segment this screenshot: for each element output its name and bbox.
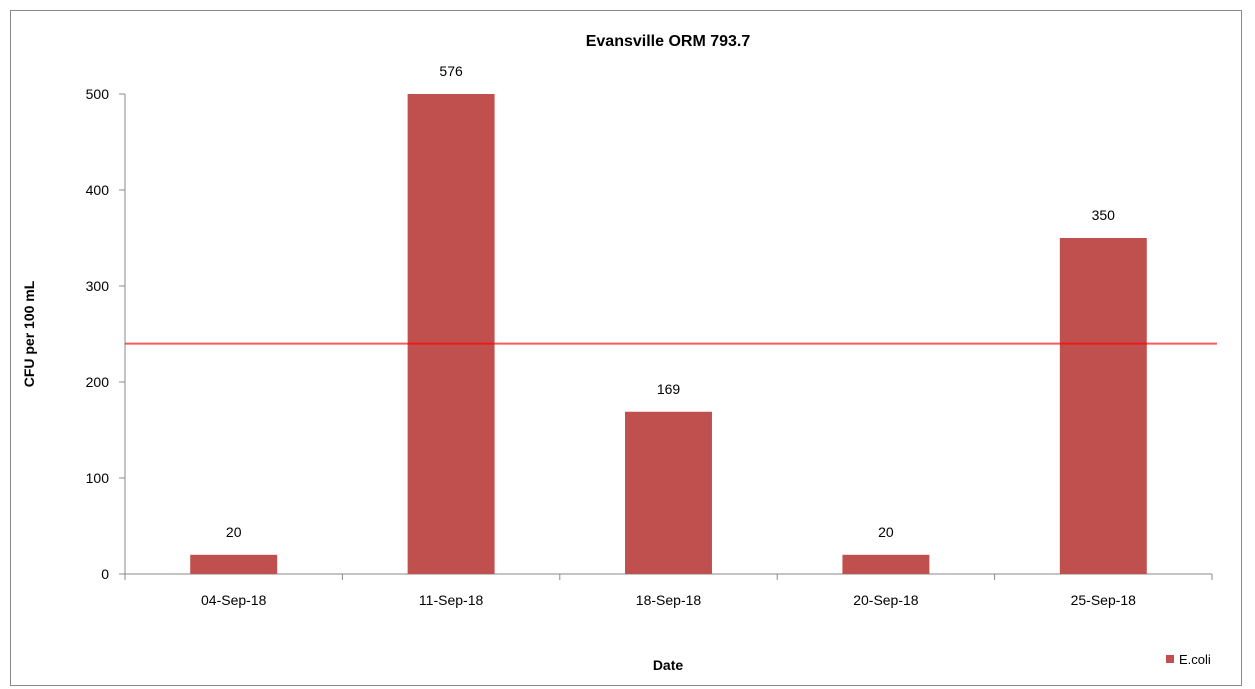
data-label: 576 xyxy=(439,63,463,79)
x-tick-label: 11-Sep-18 xyxy=(419,592,484,608)
chart-title: Evansville ORM 793.7 xyxy=(586,33,751,50)
x-tick-label: 18-Sep-18 xyxy=(636,592,702,608)
bar-25-Sep-18 xyxy=(1059,238,1147,574)
x-tick-label: 04-Sep-18 xyxy=(201,592,267,608)
legend: E.coli xyxy=(1166,652,1211,667)
x-tick-label: 25-Sep-18 xyxy=(1071,592,1137,608)
y-tick-label: 0 xyxy=(101,566,109,582)
legend-swatch-ecoli xyxy=(1166,655,1174,663)
bar-04-Sep-18 xyxy=(190,554,278,574)
legend-label-ecoli: E.coli xyxy=(1179,652,1211,667)
y-tick-label: 300 xyxy=(86,278,110,294)
y-tick-label: 500 xyxy=(86,86,110,102)
data-label: 350 xyxy=(1092,207,1116,223)
data-label: 20 xyxy=(878,524,894,540)
bar-18-Sep-18 xyxy=(625,411,712,574)
bar-20-Sep-18 xyxy=(842,554,930,574)
bar-11-Sep-18 xyxy=(407,94,495,574)
y-tick-label: 100 xyxy=(86,470,110,486)
y-tick-label: 400 xyxy=(86,182,110,198)
y-axis-title: CFU per 100 mL xyxy=(21,280,37,387)
y-tick-label: 200 xyxy=(86,374,110,390)
plot-area: 0 100 200 300 400 500 20 04-Sep-18 576 11-Sep-18 1… xyxy=(86,63,1217,608)
data-label: 169 xyxy=(657,381,681,397)
x-axis-title: Date xyxy=(653,657,684,673)
data-label: 20 xyxy=(226,524,242,540)
x-tick-label: 20-Sep-18 xyxy=(853,592,919,608)
